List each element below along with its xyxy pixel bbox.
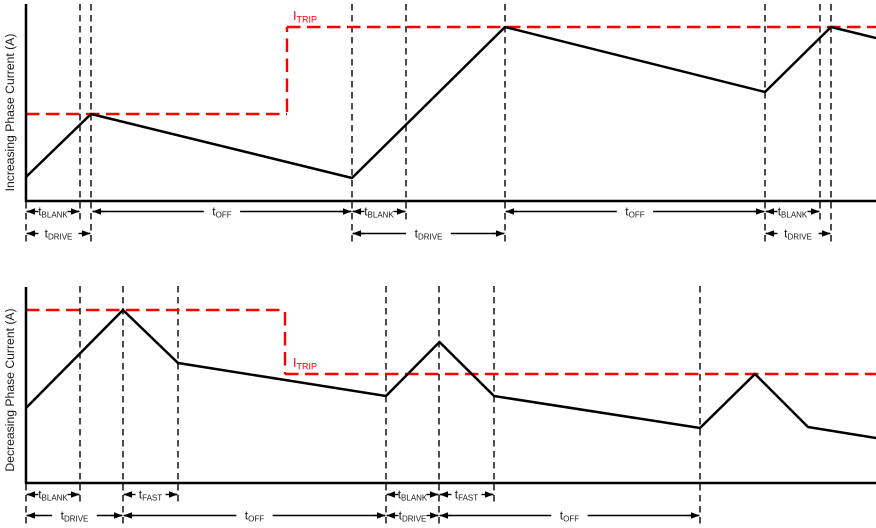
svg-text:Decreasing Phase Current (A): Decreasing Phase Current (A) (3, 308, 17, 471)
svg-text:Increasing Phase Current (A): Increasing Phase Current (A) (3, 34, 17, 192)
